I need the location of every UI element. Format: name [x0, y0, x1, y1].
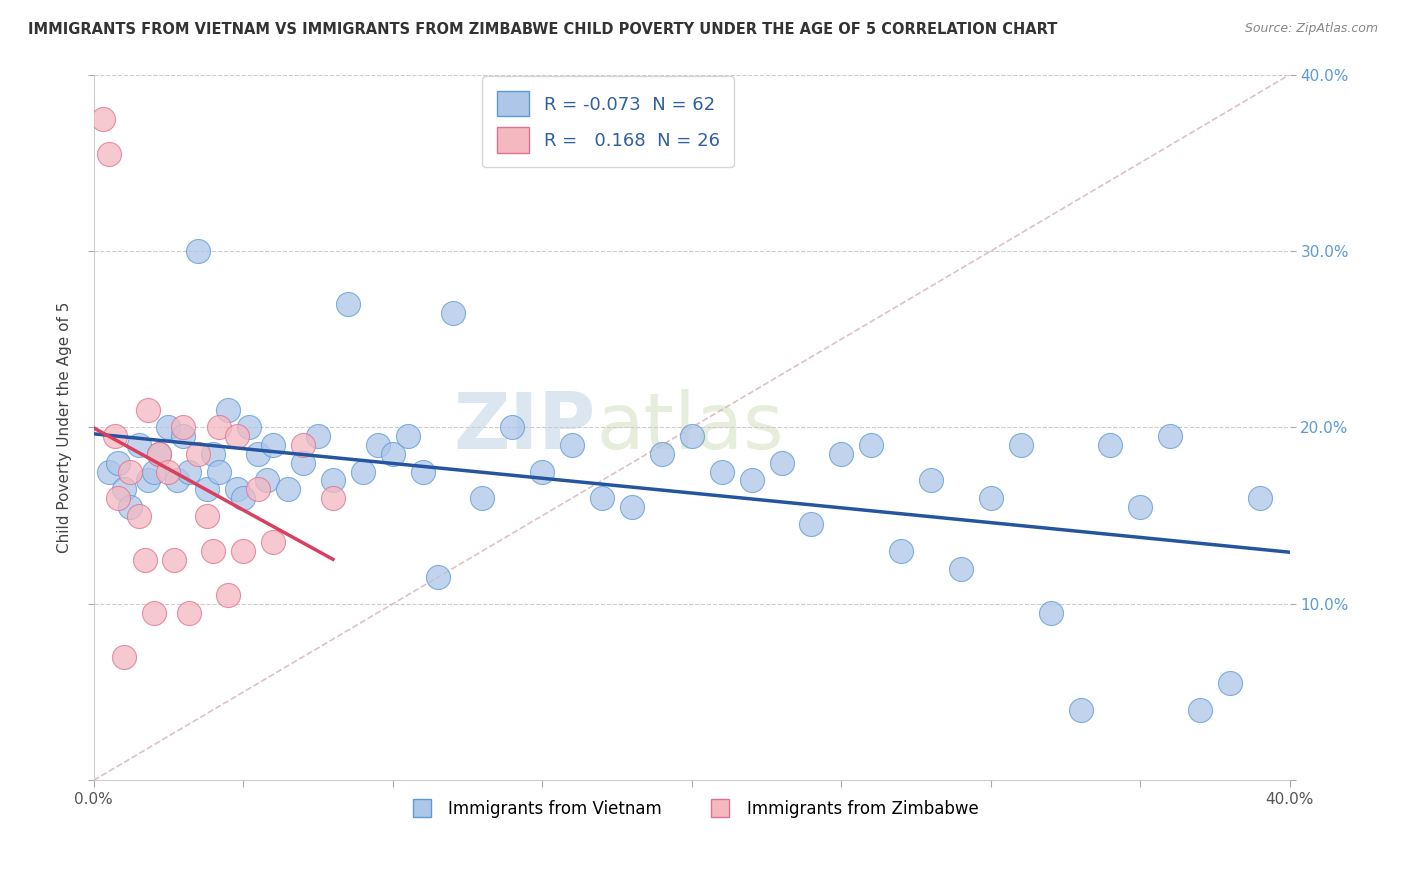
Point: [136, 474, 159, 488]
Point: [860, 438, 883, 452]
Point: [217, 588, 239, 602]
Point: [949, 561, 972, 575]
Point: [134, 553, 156, 567]
Point: [741, 474, 763, 488]
Point: [91, 112, 114, 126]
Point: [1249, 491, 1271, 505]
Point: [163, 553, 186, 567]
Point: [262, 438, 284, 452]
Text: atlas: atlas: [596, 390, 783, 466]
Point: [148, 447, 170, 461]
Point: [232, 491, 254, 505]
Point: [336, 297, 359, 311]
Point: [217, 402, 239, 417]
Point: [166, 474, 188, 488]
Point: [1010, 438, 1032, 452]
Point: [1219, 676, 1241, 690]
Point: [128, 438, 150, 452]
Point: [591, 491, 613, 505]
Point: [247, 447, 270, 461]
Point: [187, 447, 209, 461]
Point: [396, 429, 419, 443]
Point: [890, 544, 912, 558]
Point: [136, 402, 159, 417]
Point: [501, 420, 523, 434]
Point: [381, 447, 404, 461]
Point: [148, 447, 170, 461]
Point: [277, 482, 299, 496]
Point: [1129, 500, 1152, 514]
Y-axis label: Child Poverty Under the Age of 5: Child Poverty Under the Age of 5: [58, 301, 72, 553]
Point: [352, 465, 374, 479]
Point: [412, 465, 434, 479]
Point: [1039, 606, 1062, 620]
Point: [208, 465, 231, 479]
Point: [238, 420, 260, 434]
Point: [247, 482, 270, 496]
Point: [226, 482, 249, 496]
Point: [232, 544, 254, 558]
Point: [142, 465, 165, 479]
Point: [172, 420, 194, 434]
Point: [118, 500, 141, 514]
Point: [367, 438, 389, 452]
Point: [1070, 703, 1092, 717]
Point: [202, 447, 225, 461]
Point: [107, 456, 129, 470]
Point: [112, 649, 135, 664]
Point: [681, 429, 703, 443]
Point: [157, 420, 180, 434]
Point: [770, 456, 793, 470]
Point: [142, 606, 165, 620]
Point: [651, 447, 673, 461]
Point: [710, 465, 733, 479]
Point: [128, 508, 150, 523]
Point: [262, 535, 284, 549]
Point: [830, 447, 852, 461]
Point: [256, 474, 278, 488]
Point: [292, 438, 315, 452]
Point: [322, 474, 344, 488]
Point: [307, 429, 329, 443]
Point: [471, 491, 494, 505]
Point: [322, 491, 344, 505]
Point: [800, 517, 823, 532]
Point: [202, 544, 225, 558]
Text: Source: ZipAtlas.com: Source: ZipAtlas.com: [1244, 22, 1378, 36]
Point: [441, 306, 464, 320]
Point: [531, 465, 554, 479]
Text: ZIP: ZIP: [454, 390, 596, 466]
Point: [208, 420, 231, 434]
Point: [187, 244, 209, 258]
Point: [97, 465, 120, 479]
Point: [157, 465, 180, 479]
Point: [426, 570, 449, 584]
Point: [561, 438, 583, 452]
Point: [179, 465, 201, 479]
Point: [97, 147, 120, 161]
Point: [1159, 429, 1181, 443]
Point: [104, 429, 127, 443]
Point: [292, 456, 315, 470]
Point: [172, 429, 194, 443]
Point: [118, 465, 141, 479]
Point: [980, 491, 1002, 505]
Legend: Immigrants from Vietnam, Immigrants from Zimbabwe: Immigrants from Vietnam, Immigrants from…: [398, 794, 986, 825]
Point: [107, 491, 129, 505]
Point: [195, 508, 218, 523]
Point: [920, 474, 942, 488]
Point: [1189, 703, 1212, 717]
Point: [226, 429, 249, 443]
Text: IMMIGRANTS FROM VIETNAM VS IMMIGRANTS FROM ZIMBABWE CHILD POVERTY UNDER THE AGE : IMMIGRANTS FROM VIETNAM VS IMMIGRANTS FR…: [28, 22, 1057, 37]
Point: [112, 482, 135, 496]
Point: [620, 500, 643, 514]
Point: [195, 482, 218, 496]
Point: [179, 606, 201, 620]
Point: [1099, 438, 1122, 452]
